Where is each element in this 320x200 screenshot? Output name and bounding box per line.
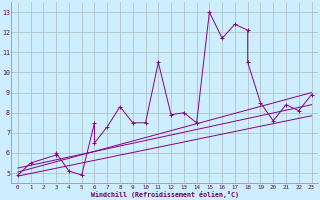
X-axis label: Windchill (Refroidissement éolien,°C): Windchill (Refroidissement éolien,°C) (91, 191, 239, 198)
